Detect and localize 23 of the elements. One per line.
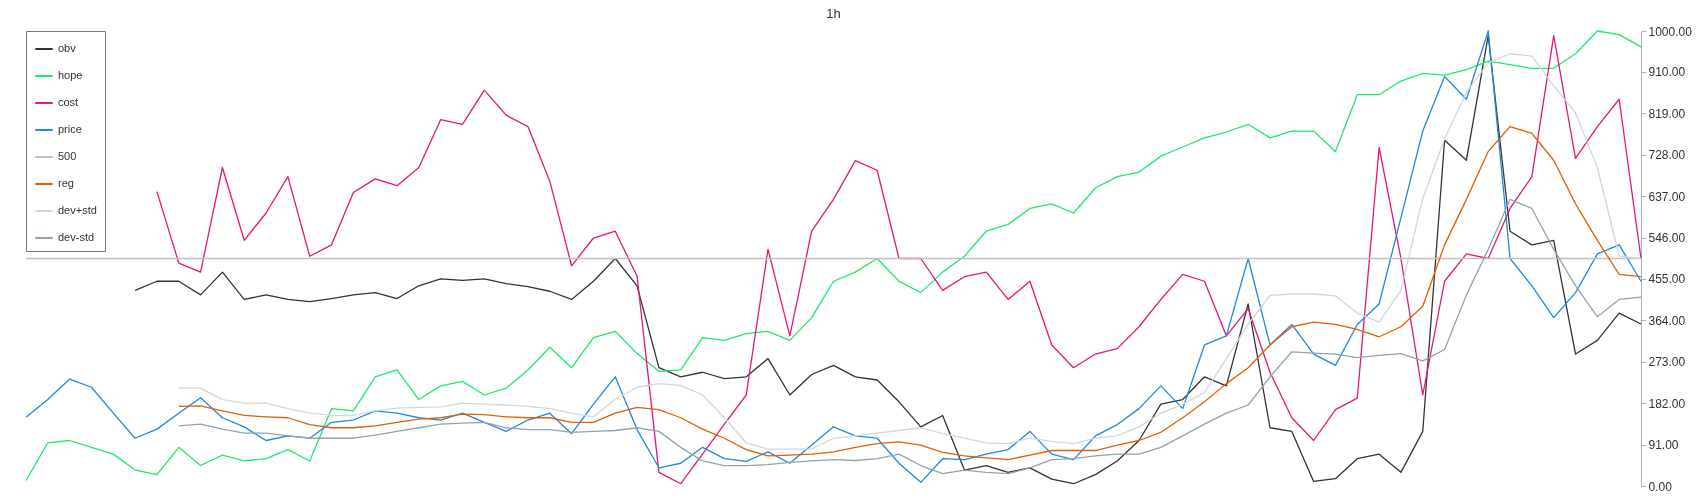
y-tick-label: 728.00 xyxy=(1648,148,1686,163)
legend-label: dev+std xyxy=(58,204,97,216)
legend-label: 500 xyxy=(58,150,77,162)
legend-label: price xyxy=(58,123,82,135)
legend-label: dev-std xyxy=(58,231,95,243)
y-tick-label: 819.00 xyxy=(1648,106,1686,121)
line-series xyxy=(178,198,1642,475)
y-tick-label: 0.00 xyxy=(1648,479,1673,494)
y-tick-label: 910.00 xyxy=(1648,65,1686,80)
line-series xyxy=(178,125,1642,461)
y-tick-label: 91.00 xyxy=(1648,438,1679,453)
y-tick-label: 637.00 xyxy=(1648,189,1686,204)
y-tick-label: 455.00 xyxy=(1648,272,1686,287)
legend-label: reg xyxy=(58,177,74,189)
legend-label: hope xyxy=(58,69,83,81)
y-tick-label: 364.00 xyxy=(1648,313,1686,328)
y-tick-label: 546.00 xyxy=(1648,231,1686,246)
legend-label: cost xyxy=(58,96,79,108)
legend-label: obv xyxy=(58,42,77,54)
chart-title: 1h xyxy=(826,6,841,21)
y-tick-label: 182.00 xyxy=(1648,396,1686,411)
y-tick-label: 273.00 xyxy=(1648,355,1686,370)
y-tick-label: 1000.00 xyxy=(1648,24,1693,39)
